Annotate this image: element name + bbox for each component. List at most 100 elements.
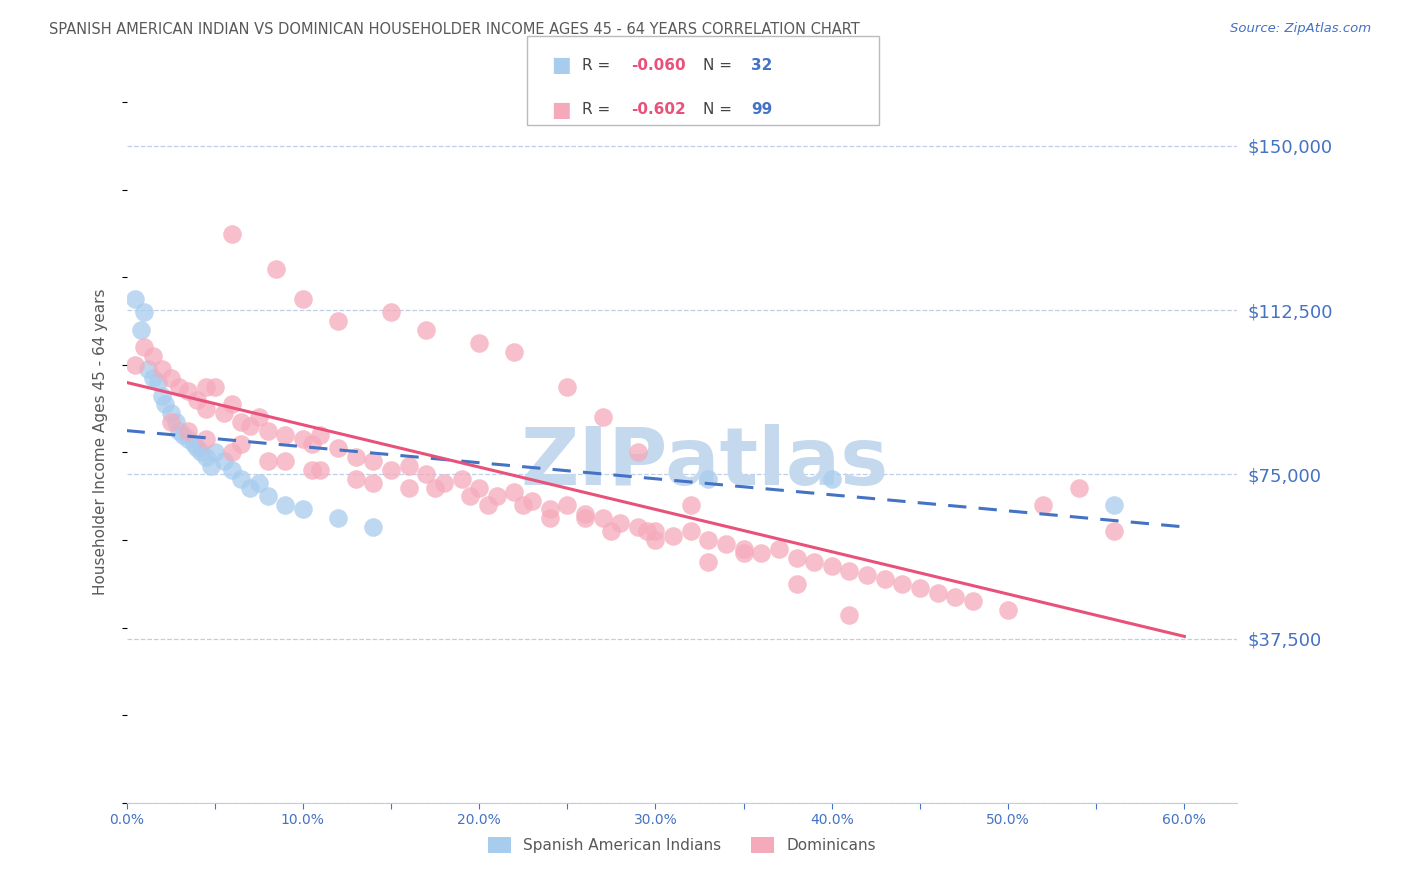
Point [221, 397, 243, 411]
Point [221, 227, 243, 241]
Point [274, 428, 297, 442]
Point [460, 489, 482, 503]
Point [142, 349, 165, 363]
Point [477, 498, 499, 512]
Point [997, 603, 1019, 617]
Point [856, 568, 879, 582]
Text: ■: ■ [551, 55, 571, 75]
Point [803, 555, 825, 569]
Point [183, 436, 205, 450]
Point [962, 594, 984, 608]
Point [177, 433, 200, 447]
Point [326, 314, 349, 328]
Point [326, 511, 349, 525]
Point [247, 410, 270, 425]
Point [662, 529, 685, 543]
Point [538, 502, 561, 516]
Point [177, 424, 200, 438]
Point [159, 406, 181, 420]
Text: Source: ZipAtlas.com: Source: ZipAtlas.com [1230, 22, 1371, 36]
Point [873, 573, 896, 587]
Point [134, 340, 156, 354]
Point [512, 498, 534, 512]
Point [344, 450, 367, 464]
Point [1067, 481, 1090, 495]
Text: ZIPatlas: ZIPatlas [520, 425, 889, 502]
Point [503, 484, 526, 499]
Point [1102, 524, 1125, 539]
Point [468, 336, 491, 351]
Point [380, 305, 402, 319]
Point [838, 607, 860, 622]
Text: N =: N = [703, 103, 737, 117]
Point [212, 406, 235, 420]
Point [821, 472, 844, 486]
Point [1102, 498, 1125, 512]
Text: 99: 99 [751, 103, 772, 117]
Point [190, 445, 212, 459]
Point [274, 498, 297, 512]
Point [200, 458, 222, 473]
Point [415, 323, 437, 337]
Point [159, 415, 181, 429]
Point [155, 397, 177, 411]
Text: R =: R = [582, 58, 616, 72]
Point [380, 463, 402, 477]
Point [194, 450, 217, 464]
Point [363, 454, 385, 468]
Point [221, 445, 243, 459]
Point [433, 476, 456, 491]
Point [627, 445, 650, 459]
Point [609, 516, 631, 530]
Point [172, 428, 194, 442]
Point [574, 507, 596, 521]
Point [415, 467, 437, 482]
Point [503, 344, 526, 359]
Point [129, 323, 152, 337]
Point [398, 458, 420, 473]
Point [231, 436, 253, 450]
Point [821, 559, 844, 574]
Point [644, 524, 666, 539]
Point [891, 577, 914, 591]
Point [927, 585, 949, 599]
Point [148, 376, 170, 390]
Point [194, 433, 217, 447]
Point [592, 410, 614, 425]
Point [142, 371, 165, 385]
Point [150, 362, 173, 376]
Point [159, 371, 181, 385]
Point [256, 424, 278, 438]
Point [636, 524, 658, 539]
Point [274, 454, 297, 468]
Point [231, 415, 253, 429]
Point [194, 380, 217, 394]
Point [1032, 498, 1054, 512]
Point [538, 511, 561, 525]
Point [697, 533, 720, 547]
Point [363, 476, 385, 491]
Point [212, 454, 235, 468]
Point [600, 524, 623, 539]
Point [733, 546, 755, 560]
Point [221, 463, 243, 477]
Point [749, 546, 772, 560]
Point [786, 577, 808, 591]
Text: -0.602: -0.602 [631, 103, 686, 117]
Point [908, 581, 931, 595]
Point [574, 511, 596, 525]
Text: -0.060: -0.060 [631, 58, 686, 72]
Point [450, 472, 472, 486]
Point [266, 261, 288, 276]
Point [194, 401, 217, 416]
Point [592, 511, 614, 525]
Point [679, 498, 702, 512]
Point [398, 481, 420, 495]
Point [291, 502, 314, 516]
Point [786, 550, 808, 565]
Point [627, 520, 650, 534]
Point [247, 476, 270, 491]
Point [555, 380, 578, 394]
Point [169, 424, 191, 438]
Point [520, 493, 543, 508]
